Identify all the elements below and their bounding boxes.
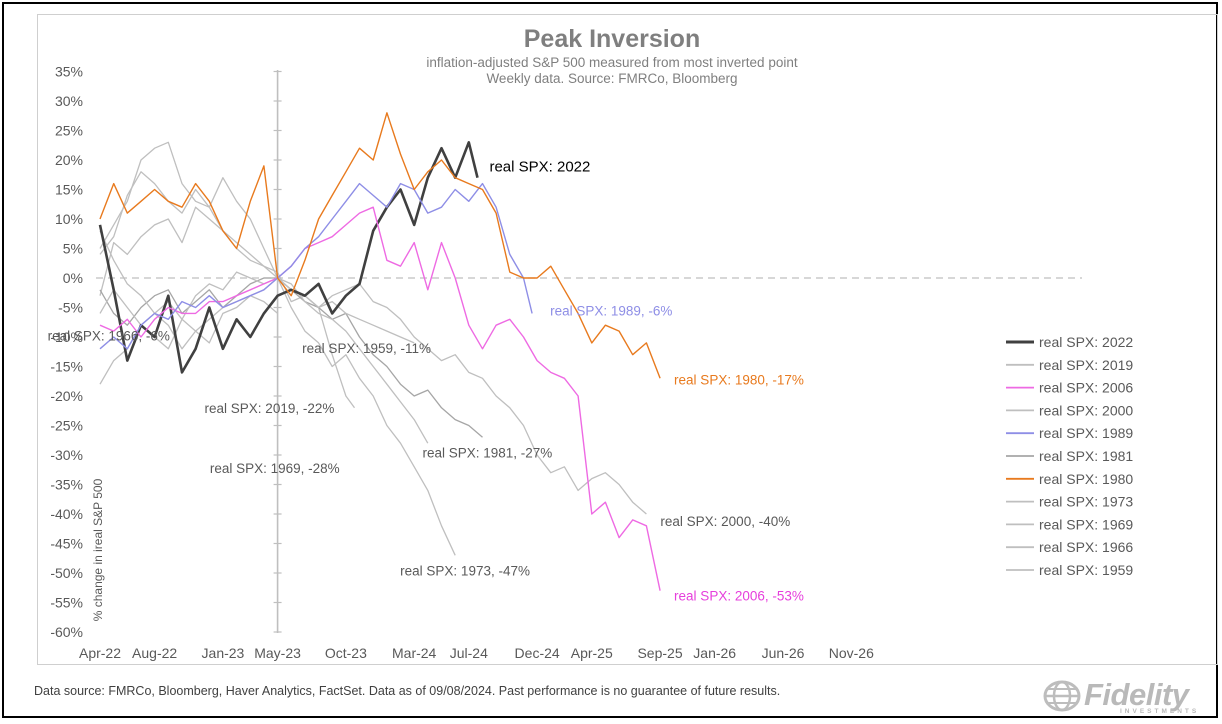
y-tick-label: -40%: [50, 506, 83, 522]
chart-area: Peak Inversion inflation-adjusted S&P 500…: [37, 14, 1218, 665]
fidelity-globe-icon: [1043, 680, 1081, 712]
series-end-label: real SPX: 1989, -6%: [550, 303, 672, 318]
series-line-1989: [99, 182, 533, 350]
x-tick-label: Dec-24: [515, 645, 560, 661]
y-tick-label: -30%: [50, 447, 83, 463]
series-end-label: real SPX: 2006, -53%: [674, 589, 804, 604]
series-end-label: real SPX: 2022: [489, 159, 590, 176]
series-end-label: real SPX: 2000, -40%: [660, 514, 790, 529]
legend-entry: real SPX: 2006: [1039, 380, 1133, 396]
logo-subtext: INVESTMENTS: [1120, 708, 1200, 715]
x-tick-label: Jun-26: [762, 645, 805, 661]
y-tick-label: 25%: [55, 123, 83, 139]
x-tick-label: Jan-26: [693, 645, 736, 661]
x-tick-label: Sep-25: [637, 645, 682, 661]
y-tick-label: 0%: [63, 270, 83, 286]
legend-entry: real SPX: 2019: [1039, 357, 1133, 373]
legend-entry: real SPX: 1966: [1039, 539, 1133, 555]
chart-title: Peak Inversion: [524, 25, 700, 53]
series-end-label: real SPX: 1980, -17%: [674, 372, 804, 387]
chart-subtitle-line: inflation-adjusted S&P 500 measured from…: [426, 55, 797, 70]
legend-entry: real SPX: 2000: [1039, 402, 1133, 418]
x-tick-label: Oct-23: [325, 645, 367, 661]
logo-wordmark: Fidelity: [1084, 677, 1189, 712]
y-tick-label: -15%: [50, 359, 83, 375]
x-tick-label: May-23: [254, 645, 301, 661]
series-line-1969: [99, 277, 429, 444]
y-tick-label: 20%: [55, 152, 83, 168]
x-tick-label: Apr-25: [571, 645, 613, 661]
peak-inversion-chart: Peak Inversion inflation-adjusted S&P 500…: [48, 25, 1134, 661]
y-tick-label: 30%: [55, 93, 83, 109]
legend-entry: real SPX: 1959: [1039, 562, 1133, 578]
y-tick-label: 5%: [63, 241, 83, 257]
series-end-label: real SPX: 1981, -27%: [422, 445, 552, 460]
footer-disclaimer: Data source: FMRCo, Bloomberg, Haver Ana…: [34, 684, 781, 698]
x-tick-label: Aug-22: [132, 645, 177, 661]
series-end-label: real SPX: 2019, -22%: [205, 401, 335, 416]
y-tick-label: -55%: [50, 595, 83, 611]
legend-entry: real SPX: 1989: [1039, 425, 1133, 441]
legend-entry: real SPX: 1973: [1039, 494, 1133, 510]
series-line-2000: [99, 171, 647, 515]
series-line-1980: [99, 112, 661, 379]
y-axis-title: % change in ireal S&P 500: [91, 478, 105, 621]
x-tick-label: Jul-24: [450, 645, 488, 661]
x-tick-label: Nov-26: [829, 645, 874, 661]
legend-entry: real SPX: 1980: [1039, 471, 1133, 487]
x-tick-label: Apr-22: [79, 645, 121, 661]
x-tick-label: Mar-24: [392, 645, 437, 661]
legend-entry: real SPX: 1969: [1039, 516, 1133, 532]
legend-entry: real SPX: 2022: [1039, 334, 1133, 350]
series-end-label: real SPX: 1966, -6%: [48, 328, 170, 343]
series-line-2006: [99, 206, 661, 591]
series-line-2022: [98, 141, 479, 374]
y-tick-label: -45%: [50, 536, 83, 552]
y-tick-label: -35%: [50, 477, 83, 493]
y-tick-label: 10%: [55, 211, 83, 227]
series-end-label: real SPX: 1959, -11%: [302, 341, 431, 356]
series-end-label: real SPX: 1973, -47%: [400, 563, 530, 578]
x-tick-label: Jan-23: [202, 645, 245, 661]
y-tick-label: 15%: [55, 182, 83, 198]
y-tick-label: 35%: [55, 64, 83, 80]
legend-entry: real SPX: 1981: [1039, 448, 1133, 464]
y-tick-label: -50%: [50, 565, 83, 581]
y-tick-label: -60%: [50, 624, 83, 640]
y-tick-label: -5%: [58, 300, 83, 316]
y-tick-label: -20%: [50, 388, 83, 404]
fidelity-logo[interactable]: Fidelity INVESTMENTS: [1040, 677, 1216, 717]
y-tick-label: -25%: [50, 418, 83, 434]
y-tick-label: -10%: [50, 329, 83, 345]
chart-subtitle-line: Weekly data. Source: FMRCo, Bloomberg: [486, 71, 737, 86]
series-end-label: real SPX: 1969, -28%: [210, 461, 340, 476]
